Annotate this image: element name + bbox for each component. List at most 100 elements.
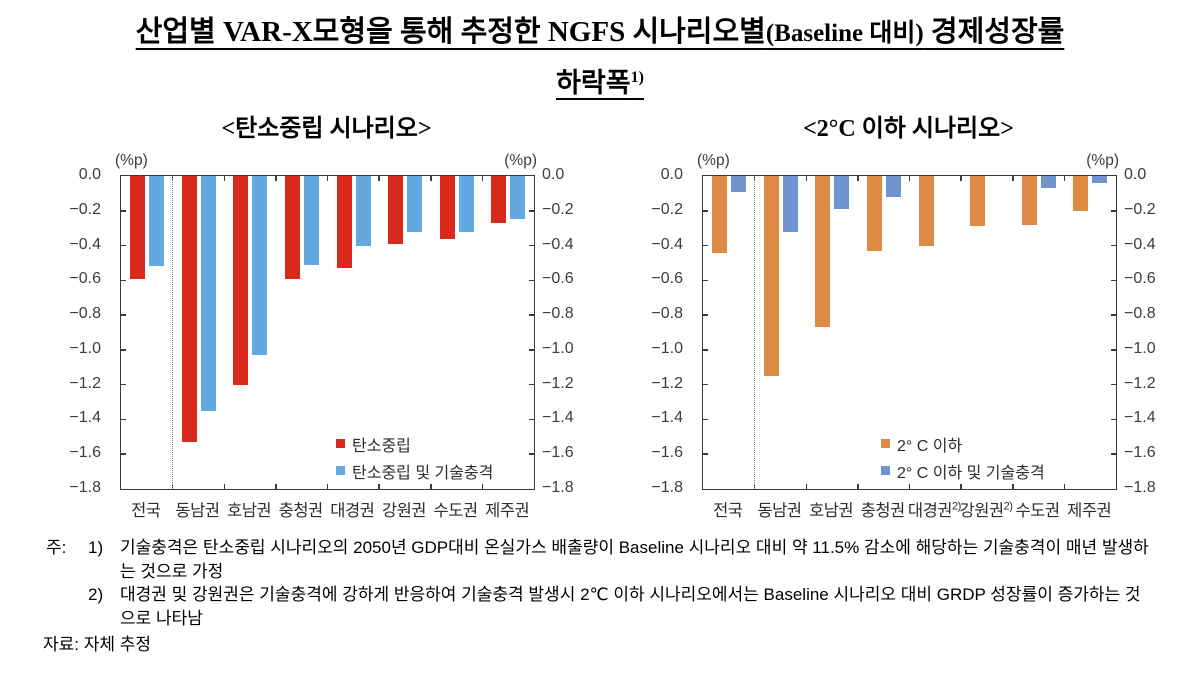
chart-title: <탄소중립 시나리오> bbox=[221, 116, 432, 142]
y-tick-label: −1.6 bbox=[1124, 444, 1156, 462]
x-axis-labels: 전국 동남권 호남권 충청권 대경권2) 강원권2) 수도권 제주권 bbox=[637, 497, 1182, 521]
y-axis-tick bbox=[529, 314, 534, 316]
bar bbox=[458, 176, 474, 232]
y-axis-tick bbox=[121, 279, 126, 282]
y-axis-tick bbox=[121, 418, 126, 421]
footnote-text: 기술충격은 탄소중립 시나리오의 2050년 GDP대비 온실가스 배출량이 B… bbox=[120, 538, 1149, 581]
footnote-marker: 2) bbox=[951, 500, 961, 513]
y-tick-label: −1.4 bbox=[69, 409, 101, 427]
y-tick-label: −0.4 bbox=[651, 235, 683, 253]
figure-title: 산업별 VAR-X모형을 통해 추정한 NGFS 시나리오별(Baseline … bbox=[0, 12, 1200, 103]
y-tick-label: −1.2 bbox=[69, 374, 101, 392]
y-axis-tick bbox=[703, 244, 708, 247]
y-axis-unit-right: (%p) bbox=[504, 152, 537, 169]
y-axis-tick bbox=[703, 349, 708, 351]
bar bbox=[866, 176, 882, 251]
x-axis-tick bbox=[1063, 484, 1066, 489]
bar bbox=[1073, 176, 1089, 211]
y-axis-unit-left: (%p) bbox=[115, 152, 148, 169]
y-axis-unit-right: (%p) bbox=[1086, 152, 1119, 169]
y-tick-label: −0.6 bbox=[542, 270, 574, 288]
legend-item: 탄소중립 bbox=[336, 430, 493, 457]
figure-title-line1: 산업별 VAR-X모형을 통해 추정한 NGFS 시나리오별(Baseline … bbox=[0, 12, 1200, 54]
x-category-label: 충청권 bbox=[278, 502, 324, 520]
y-tick-label: −0.4 bbox=[69, 235, 101, 253]
y-tick-label: −0.8 bbox=[1124, 305, 1156, 323]
bar bbox=[763, 176, 779, 376]
y-tick-label: −0.8 bbox=[69, 305, 101, 323]
y-axis-labels-right: 0.0 −0.2 −0.4 −0.6 −0.8 −1.0 −1.2 −1.4 −1.6 −1.8 bbox=[542, 106, 602, 536]
chart-below-2c: <2°C 이하 시나리오> (%p) (%p) 0.0 −0.2 −0.4 −0.6 −… bbox=[637, 106, 1182, 536]
y-tick-label: −1.4 bbox=[542, 409, 574, 427]
bar bbox=[388, 176, 404, 244]
figure-title-paren: (Baseline 대비) bbox=[765, 20, 924, 47]
x-category-label: 수도권 bbox=[433, 502, 479, 520]
x-category-label: 동남권 bbox=[175, 502, 220, 520]
legend-swatch-icon bbox=[881, 466, 890, 475]
legend-item: 탄소중립 및 기술충격 bbox=[336, 457, 493, 484]
separator-line bbox=[171, 176, 173, 489]
x-axis-tick bbox=[430, 484, 432, 489]
y-tick-label: −1.4 bbox=[1124, 409, 1156, 427]
x-axis-tick bbox=[1012, 484, 1014, 489]
legend-swatch-icon bbox=[336, 466, 345, 475]
bar bbox=[782, 176, 798, 232]
y-axis-tick bbox=[1111, 314, 1116, 316]
y-tick-label: −0.2 bbox=[69, 200, 101, 218]
x-axis-tick bbox=[378, 176, 380, 181]
bar bbox=[918, 176, 934, 246]
x-axis-tick bbox=[326, 484, 329, 489]
x-axis-tick bbox=[171, 484, 174, 489]
y-axis-tick bbox=[121, 244, 126, 247]
y-axis-tick bbox=[121, 453, 126, 455]
x-axis-tick bbox=[805, 484, 807, 489]
y-axis-labels-right: 0.0 −0.2 −0.4 −0.6 −0.8 −1.0 −1.2 −1.4 −1.6 −1.8 bbox=[1124, 106, 1184, 536]
y-axis-tick bbox=[529, 383, 534, 386]
x-category-label: 대경권2) bbox=[907, 500, 961, 521]
footnote-1: 주: 1) 기술충격은 탄소중립 시나리오의 2050년 GDP대비 온실가스 … bbox=[46, 536, 1152, 583]
figure-title-line2-text: 하락폭 bbox=[556, 68, 631, 98]
y-axis-tick bbox=[529, 453, 534, 455]
x-axis-tick bbox=[275, 484, 277, 489]
x-axis-labels: 전국 동남권 호남권 충청권 대경권 강원권 수도권 제주권 bbox=[55, 497, 600, 521]
bar bbox=[491, 176, 507, 223]
y-tick-label: −1.6 bbox=[69, 444, 101, 462]
footnote-text: 대경권 및 강원권은 기술충격에 강하게 반응하여 기술충격 발생시 2℃ 이하… bbox=[120, 585, 1141, 628]
figure-title-line2: 하락폭1) bbox=[556, 58, 644, 103]
y-axis-tick bbox=[121, 314, 126, 316]
x-category-label: 충청권 bbox=[860, 502, 906, 520]
y-tick-label: −1.8 bbox=[1124, 479, 1156, 496]
legend-swatch-icon bbox=[336, 439, 345, 448]
x-axis-tick bbox=[960, 484, 962, 489]
bar bbox=[712, 176, 727, 253]
x-axis-tick bbox=[857, 176, 859, 181]
footnote-number: 2) bbox=[88, 585, 104, 604]
y-axis-labels-left: 0.0 −0.2 −0.4 −0.6 −0.8 −1.0 −1.2 −1.4 −1.6 −1.8 bbox=[55, 106, 101, 536]
legend-label: 탄소중립 bbox=[352, 437, 411, 455]
x-axis-tick bbox=[753, 484, 756, 489]
y-axis-tick bbox=[1111, 279, 1116, 282]
y-tick-label: −0.2 bbox=[542, 200, 574, 218]
bar bbox=[439, 176, 455, 239]
y-tick-label: −1.0 bbox=[651, 339, 683, 357]
bar bbox=[1040, 176, 1056, 189]
x-category-label: 제주권 bbox=[485, 502, 530, 520]
y-axis-tick bbox=[529, 210, 534, 212]
x-category-label: 강원권 bbox=[381, 502, 427, 520]
bar bbox=[233, 176, 249, 385]
y-axis-tick bbox=[1111, 244, 1116, 247]
bar bbox=[1092, 176, 1108, 183]
footnote-marker: 2) bbox=[1003, 500, 1013, 513]
legend-swatch-icon bbox=[881, 439, 890, 448]
y-tick-label: −1.0 bbox=[542, 339, 574, 357]
y-axis-tick bbox=[121, 210, 126, 212]
y-tick-label: −1.4 bbox=[651, 409, 683, 427]
y-axis-tick bbox=[529, 244, 534, 247]
y-axis-tick bbox=[1111, 210, 1116, 212]
x-axis-tick bbox=[378, 484, 380, 489]
bar bbox=[284, 176, 300, 279]
x-category-label: 제주권 bbox=[1067, 502, 1112, 520]
footnote-label: 주: bbox=[46, 538, 67, 557]
